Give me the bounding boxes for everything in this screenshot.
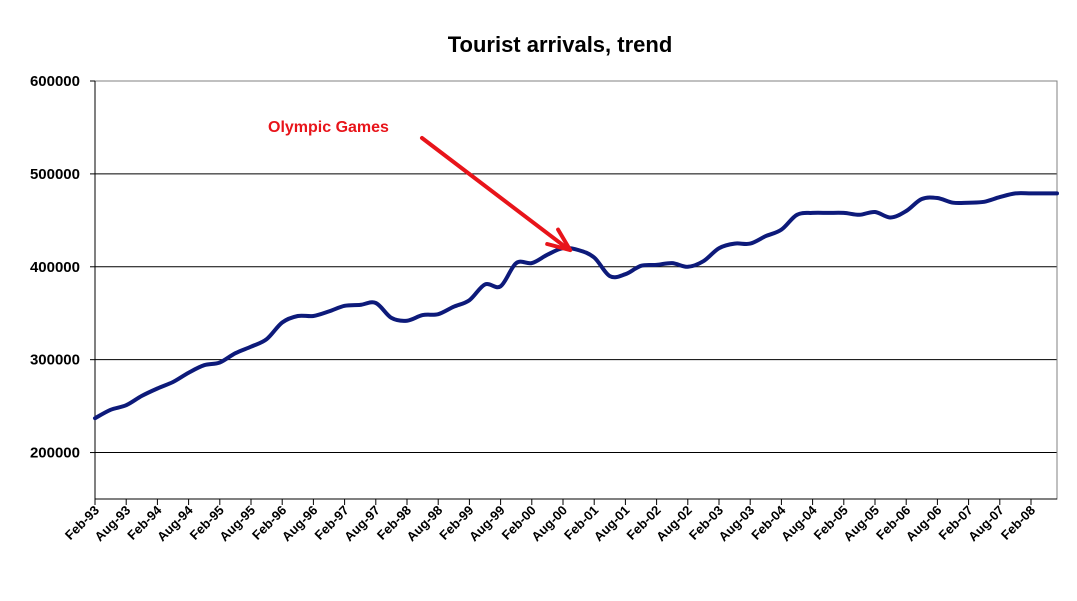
data-point — [577, 249, 580, 251]
x-tick-label: Aug-03 — [716, 503, 758, 545]
y-tick-label: 500000 — [30, 166, 80, 183]
data-point — [437, 313, 440, 316]
x-axis: Feb-93Aug-93Feb-94Aug-94Feb-95Aug-95Feb-… — [62, 498, 1057, 545]
data-point — [531, 262, 533, 264]
data-point — [1030, 192, 1032, 195]
data-point — [484, 283, 486, 286]
x-tick-label: Aug-99 — [466, 503, 508, 545]
data-point — [967, 201, 970, 204]
data-point — [515, 262, 517, 264]
series-line — [93, 191, 1059, 421]
data-point — [952, 201, 954, 204]
x-tick-label: Aug-97 — [341, 503, 383, 545]
x-tick-label: Aug-07 — [965, 503, 1007, 545]
data-point — [921, 198, 923, 200]
data-point — [94, 417, 96, 420]
data-point — [1014, 192, 1017, 195]
x-tick-label: Aug-06 — [903, 503, 945, 545]
data-point — [250, 345, 252, 348]
data-point — [406, 319, 408, 322]
x-tick-label: Aug-00 — [528, 503, 570, 545]
data-point — [234, 352, 237, 355]
y-tick-label: 200000 — [30, 445, 80, 462]
y-axis: 200000 300000 400000 500000 600000 — [30, 73, 96, 499]
x-tick-label: Aug-93 — [92, 503, 134, 545]
data-point — [702, 260, 705, 263]
data-point — [125, 404, 127, 407]
data-point — [874, 211, 876, 213]
data-point — [1056, 192, 1058, 195]
x-tick-label: Aug-98 — [404, 503, 446, 545]
data-point — [343, 305, 346, 307]
data-point — [172, 381, 174, 383]
data-point — [203, 364, 205, 367]
data-point — [983, 201, 985, 203]
plot-area-border — [94, 80, 1058, 500]
y-tick-label: 300000 — [30, 352, 80, 369]
data-point — [655, 264, 658, 266]
data-point — [281, 321, 284, 324]
x-tick-label: Aug-05 — [840, 503, 882, 545]
y-tick-label: 400000 — [30, 259, 80, 276]
x-tick-label: Aug-96 — [279, 503, 321, 545]
data-point — [843, 212, 845, 214]
data-point — [780, 228, 783, 231]
data-point — [453, 305, 455, 308]
data-point — [858, 214, 861, 216]
data-point — [765, 235, 767, 237]
data-point — [687, 266, 689, 268]
data-point — [219, 361, 221, 364]
data-point — [390, 317, 393, 319]
data-point — [718, 247, 720, 249]
data-point — [749, 242, 751, 245]
x-tick-label: Aug-01 — [591, 503, 633, 545]
data-point — [375, 302, 377, 304]
data-point — [359, 304, 362, 306]
data-point — [811, 212, 814, 214]
x-tick-label: Feb-08 — [998, 503, 1038, 543]
data-point — [499, 285, 502, 288]
chart-title: Tourist arrivals, trend — [448, 32, 673, 57]
data-point — [297, 315, 299, 317]
annotation-label: Olympic Games — [268, 119, 389, 136]
data-point — [187, 371, 190, 374]
data-point — [328, 310, 330, 313]
data-point — [889, 216, 892, 219]
data-point — [999, 196, 1001, 198]
series-layer — [93, 191, 1059, 421]
data-point — [609, 275, 611, 277]
data-point — [265, 338, 268, 341]
annotation-arrowhead — [545, 227, 573, 253]
data-point — [905, 210, 907, 212]
data-point — [546, 253, 549, 256]
data-point — [421, 314, 424, 316]
data-point — [624, 273, 627, 276]
annotation: Olympic Games — [268, 119, 573, 253]
data-point — [141, 395, 143, 397]
data-point — [468, 299, 471, 302]
x-tick-label: Aug-94 — [154, 502, 196, 544]
data-point — [640, 265, 642, 267]
x-tick-label: Aug-95 — [216, 503, 258, 545]
x-tick-label: Aug-02 — [653, 503, 695, 545]
data-point — [733, 242, 736, 245]
x-tick-label: Aug-04 — [778, 502, 820, 544]
data-point — [156, 387, 159, 390]
data-point — [671, 262, 673, 264]
data-point — [827, 212, 829, 214]
grid-layer — [95, 173, 1057, 454]
y-tick-label: 600000 — [30, 73, 80, 90]
data-point — [109, 409, 112, 411]
data-point — [1045, 192, 1048, 195]
annotation-arrow — [420, 136, 567, 249]
data-point — [936, 197, 939, 199]
data-point — [312, 315, 315, 317]
data-point — [796, 214, 798, 216]
data-point — [593, 256, 595, 259]
